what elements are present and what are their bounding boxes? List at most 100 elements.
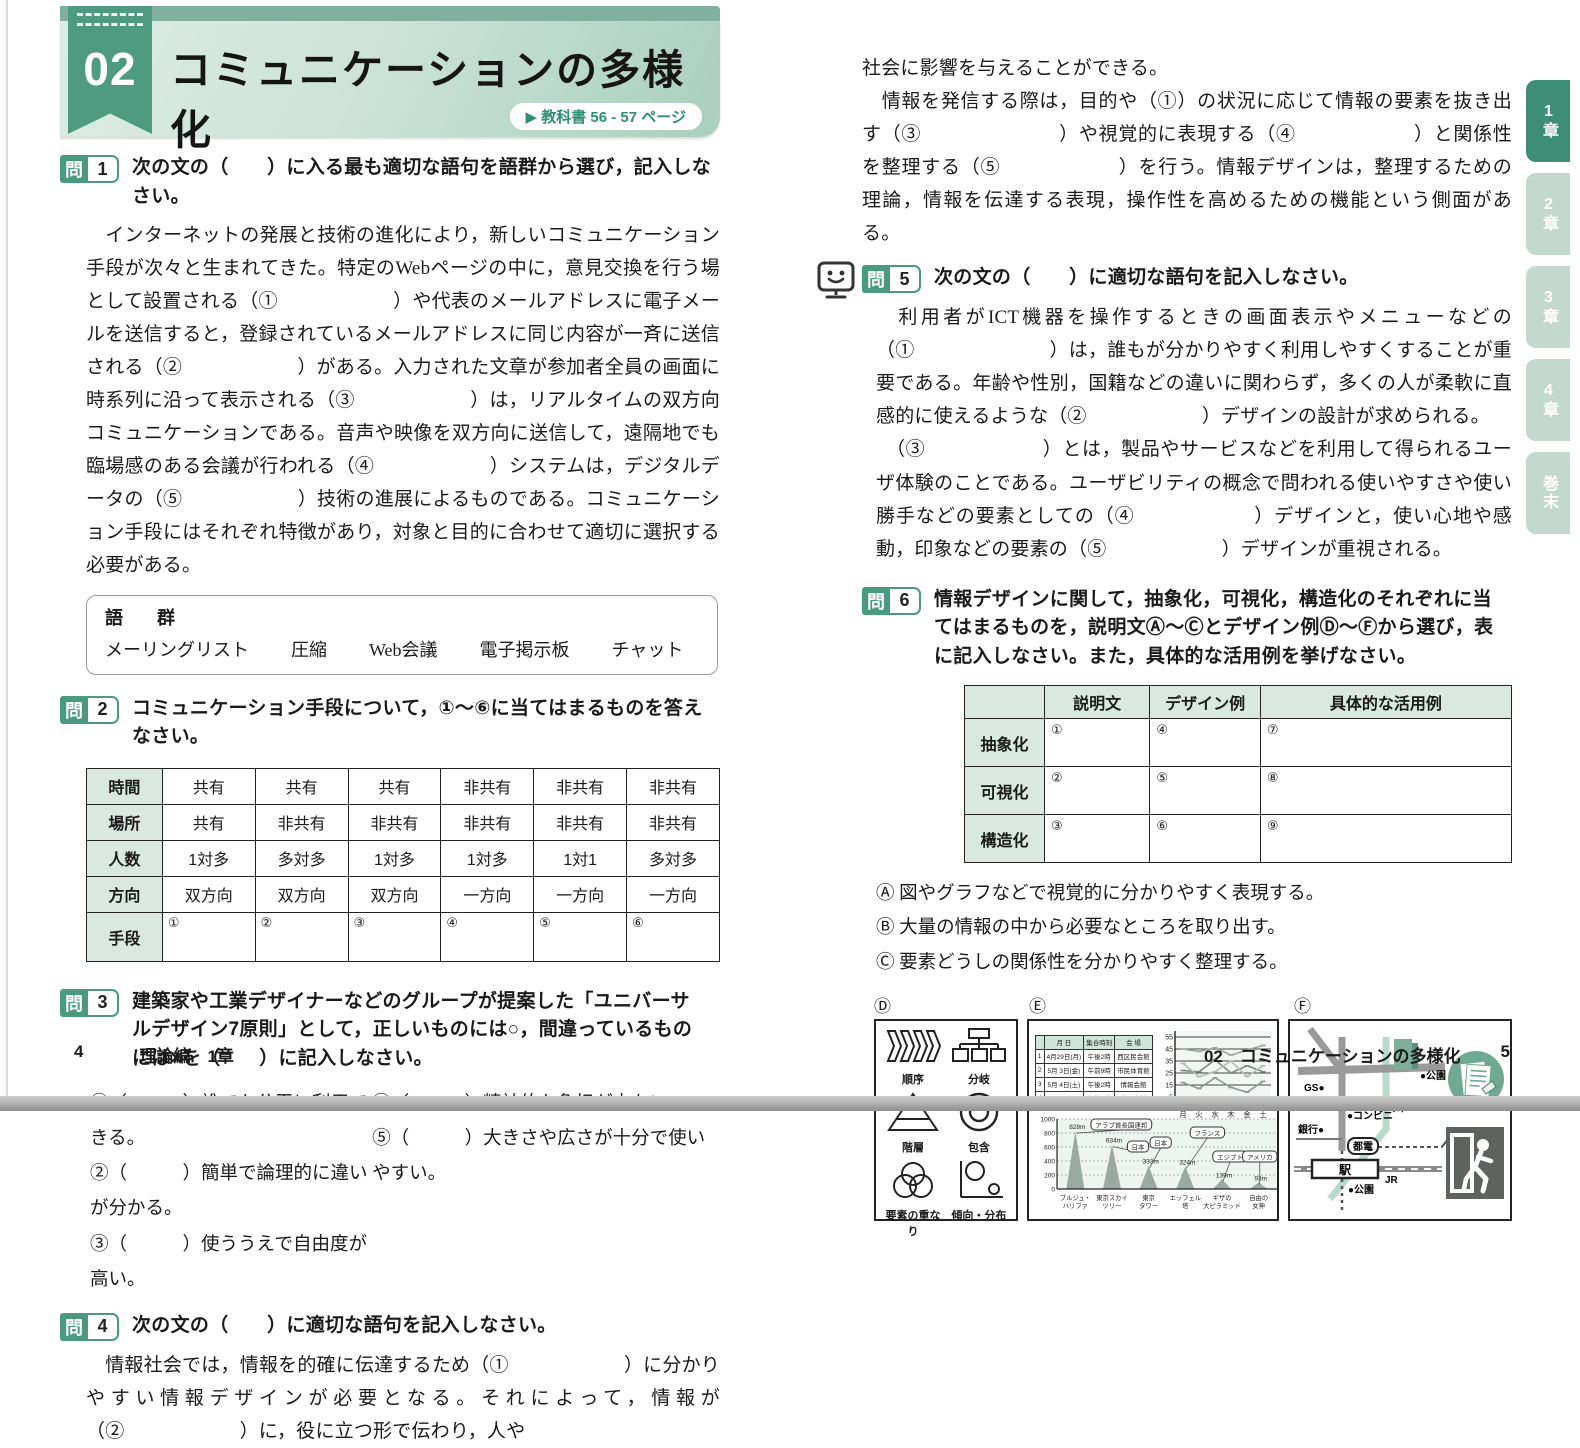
word-bank-items: メーリングリスト 圧縮 Web会議 電子掲示板 チャット (105, 636, 699, 662)
word-bank: 語 群 メーリングリスト 圧縮 Web会議 電子掲示板 チャット (86, 595, 718, 675)
q1-heading: 問 1 次の文の（ ）に入る最も適切な語句を語群から選び，記入しなさい。 (60, 154, 720, 211)
diagram-branch: 分岐 (946, 1027, 1012, 1087)
box-e-label: Ⓔ (1029, 992, 1294, 1017)
book-edge (0, 1096, 1580, 1111)
svg-text:大ピラミッド: 大ピラミッド (1203, 1201, 1241, 1210)
abc-item: Ⓒ 要素どうしの関係性を分かりやすく整理する。 (876, 946, 1512, 980)
sequence-chevrons-icon (885, 1027, 941, 1065)
diagram-overlap: 要素の重なり (880, 1159, 946, 1239)
svg-text:東京スカイ: 東京スカイ (1096, 1193, 1127, 1202)
ribbon-dash (77, 23, 143, 26)
box-d-label: Ⓓ (874, 992, 1029, 1017)
q3-badge: 問 3 (60, 989, 119, 1017)
q2-title: コミュニケーション手段について，①～⑥に当てはまるものを答えなさい。 (132, 695, 720, 752)
ribbon-dash (77, 13, 143, 16)
svg-text:0: 0 (1051, 1186, 1055, 1193)
svg-text:ブルジュ・: ブルジュ・ (1060, 1193, 1091, 1202)
banner-top-strip (60, 6, 720, 21)
word-bank-item: Web会議 (369, 636, 438, 662)
svg-text:ハリファ: ハリファ (1063, 1202, 1088, 1210)
footer-label: 理論編 1章 (139, 1042, 233, 1067)
tab-chapter-4: 4章 (1526, 359, 1570, 441)
park-label: ●公園 (1420, 1070, 1446, 1082)
svg-text:35: 35 (1165, 1058, 1173, 1065)
table-row: 抽象化 ① ④ ⑦ (965, 719, 1512, 767)
svg-text:フランス: フランス (1194, 1129, 1220, 1137)
chapter-tab-bar: 1章 2章 3章 4章 巻末 (1526, 80, 1570, 534)
scan-edge (6, 0, 8, 1097)
page-left: 02 コミュニケーションの多様化 ▶ 教科書 56 - 57 ページ 問 1 次… (60, 0, 720, 1448)
monitor-smiley-icon (816, 260, 858, 302)
q5-body: 利用者がICT機器を操作するときの画面表示やメニューなどの（① ）は，誰もが分か… (876, 301, 1512, 565)
word-bank-title: 語 群 (105, 604, 699, 630)
q3-item: ③（ ）使ううえで自由度が高い。 (90, 1228, 372, 1298)
tab-chapter-3: 3章 (1526, 266, 1570, 348)
footer-left: 4 理論編 1章 (74, 1042, 234, 1067)
svg-text:アラブ首長国連邦: アラブ首長国連邦 (1095, 1120, 1148, 1129)
svg-text:エジプト: エジプト (1217, 1153, 1243, 1161)
q6-heading: 問 6 情報デザインに関して，抽象化，可視化，構造化のそれぞれに当てはまるものを… (862, 586, 1512, 672)
chapter-number: 02 (68, 42, 152, 96)
svg-text:15: 15 (1165, 1082, 1173, 1089)
q6-title: 情報デザインに関して，抽象化，可視化，構造化のそれぞれに当てはまるものを，説明文… (934, 586, 1494, 672)
q5-heading: 問 5 次の文の（ ）に適切な語句を記入しなさい。 (862, 264, 1512, 293)
diagram-distribution: 傾向・分布 (946, 1159, 1012, 1239)
svg-text:25: 25 (1165, 1070, 1173, 1077)
q6-table: 説明文 デザイン例 具体的な活用例 抽象化 ① ④ ⑦ 可視化 ② ⑤ ⑧ 構造… (964, 685, 1512, 863)
svg-text:600: 600 (1044, 1144, 1055, 1151)
venn-circles-icon (885, 1159, 941, 1201)
page-title: コミュニケーションの多様化 (170, 36, 720, 156)
q4-badge: 問 4 (60, 1313, 119, 1341)
table-row: 可視化 ② ⑤ ⑧ (965, 767, 1512, 815)
svg-text:800: 800 (1044, 1130, 1055, 1137)
q1-badge: 問 1 (60, 155, 119, 183)
svg-text:55: 55 (1165, 1034, 1173, 1041)
svg-text:400: 400 (1044, 1158, 1055, 1165)
jr-label: JR (1385, 1175, 1399, 1186)
chapter-banner: 02 コミュニケーションの多様化 ▶ 教科書 56 - 57 ページ (60, 0, 720, 140)
word-bank-item: メーリングリスト (105, 636, 249, 662)
page-number: 4 (74, 1042, 83, 1067)
q4-heading: 問 4 次の文の（ ）に適切な語句を記入しなさい。 (60, 1312, 720, 1341)
abc-item: Ⓑ 大量の情報の中から必要なところを取り出す。 (876, 911, 1512, 945)
q4-title: 次の文の（ ）に適切な語句を記入しなさい。 (132, 1312, 557, 1341)
q1-body: インターネットの発展と技術の進化により，新しいコミュニケーション手段が次々と生ま… (86, 219, 720, 583)
q3-item: ②（ ）簡単で論理的に違いが分かる。 (90, 1157, 372, 1227)
svg-text:45: 45 (1165, 1046, 1173, 1053)
branch-tree-icon (951, 1027, 1007, 1065)
q5-title: 次の文の（ ）に適切な語句を記入しなさい。 (934, 264, 1359, 293)
svg-text:ツリー: ツリー (1102, 1203, 1121, 1210)
svg-text:200: 200 (1044, 1172, 1055, 1179)
q2-heading: 問 2 コミュニケーション手段について，①～⑥に当てはまるものを答えなさい。 (60, 695, 720, 752)
table-row: 方向 双方向双方向 双方向一方向 一方向一方向 (87, 876, 720, 912)
station-label: 駅 (1338, 1163, 1352, 1177)
svg-text:324m: 324m (1179, 1159, 1195, 1166)
box-labels: Ⓓ Ⓔ Ⓕ (874, 992, 1512, 1017)
table-row: 構造化 ③ ⑥ ⑨ (965, 815, 1512, 863)
park-label: ●公園 (1348, 1184, 1374, 1196)
q4-body-continued: 社会に影響を与えることができる。 情報を発信する際は，目的や（①）の状況に応じて… (862, 52, 1512, 250)
q1-title: 次の文の（ ）に入る最も適切な語句を語群から選び，記入しなさい。 (132, 154, 720, 211)
svg-text:アメリカ: アメリカ (1247, 1153, 1273, 1161)
footer-label: 02 コミュニケーションの多様化 (1204, 1042, 1461, 1067)
box-d-diagrams: 順序 分岐 (874, 1019, 1018, 1221)
svg-text:自由の: 自由の (1249, 1193, 1268, 1202)
building-height-chart: 02004006008001000828mブルジュ・ハリファ634m東京スカイツ… (1031, 1113, 1281, 1217)
table-row: 時間 共有共有 共有非共有 非共有非共有 (87, 768, 720, 804)
word-bank-item: チャット (612, 636, 684, 662)
svg-text:エッフェル: エッフェル (1170, 1194, 1201, 1202)
svg-text:タワー: タワー (1139, 1201, 1158, 1210)
box-f-label: Ⓕ (1294, 992, 1311, 1017)
svg-text:東京: 東京 (1142, 1193, 1155, 1202)
page-right: 社会に影響を与えることができる。 情報を発信する際は，目的や（①）の状況に応じて… (862, 0, 1512, 1221)
tram-label: 都電 (1352, 1140, 1373, 1153)
q2-table: 時間 共有共有 共有非共有 非共有非共有 場所 共有非共有 非共有非共有 非共有… (86, 768, 720, 962)
word-bank-item: 電子掲示板 (480, 636, 570, 662)
emergency-exit-icon (1446, 1127, 1504, 1199)
svg-text:ギザの: ギザの (1212, 1194, 1231, 1202)
table-header-row: 説明文 デザイン例 具体的な活用例 (965, 686, 1512, 719)
svg-text:1000: 1000 (1040, 1116, 1055, 1123)
abc-item: Ⓐ 図やグラフなどで視覚的に分かりやすく表現する。 (876, 877, 1512, 911)
q6-badge: 問 6 (862, 587, 921, 615)
